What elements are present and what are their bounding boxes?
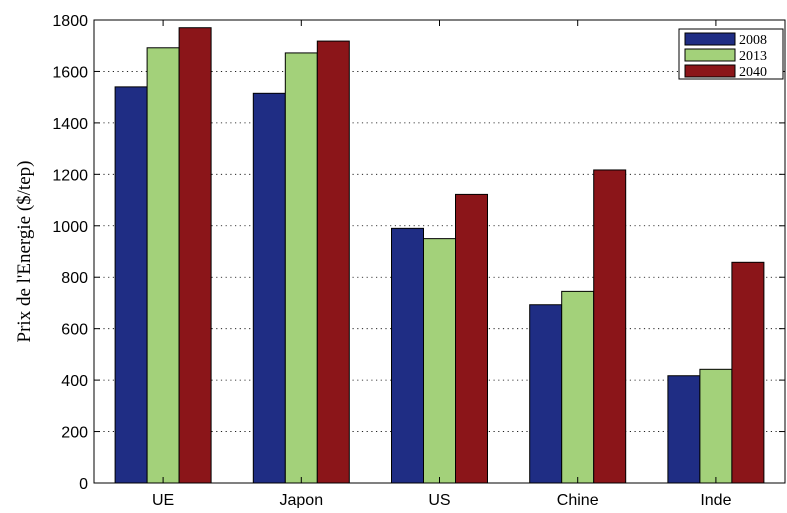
bar-ue-2040 (178, 27, 212, 484)
y-tick-label: 600 (61, 322, 88, 339)
x-tick-label: UE (152, 492, 174, 508)
legend-label-2008: 2008 (739, 33, 767, 48)
axis-ticks: 0 200 400 600 800 1000 1200 1400 1600 1800 UE Japon… (52, 13, 785, 509)
bar-us-2013 (423, 238, 456, 484)
y-tick-label: 200 (61, 425, 88, 442)
bar-chine-2040 (593, 169, 627, 484)
y-tick-label: 800 (61, 270, 88, 287)
bar-chine-2013 (561, 290, 595, 484)
x-tick-label: US (428, 492, 450, 508)
bar-ue-2013 (146, 47, 180, 484)
bar-japon-2008 (252, 92, 286, 484)
bar-us-2008 (391, 227, 424, 484)
legend-swatch-2040 (684, 64, 736, 78)
bar-ue-2008 (114, 86, 148, 484)
bar-japon-2040 (316, 40, 350, 484)
legend-label-2040: 2040 (739, 65, 767, 80)
x-tick-label: Japon (280, 492, 324, 508)
y-tick-label: 1600 (52, 64, 88, 81)
bars (114, 27, 765, 484)
bar-inde-2040 (731, 261, 765, 484)
legend-swatch-2008 (684, 32, 736, 46)
x-tick-label: Chine (557, 492, 599, 508)
legend-swatch-2013 (684, 48, 736, 62)
bar-inde-2008 (667, 375, 701, 484)
y-tick-label: 1800 (52, 13, 88, 30)
y-tick-label: 1200 (52, 167, 88, 184)
y-tick-label: 400 (61, 373, 88, 390)
bar-chine-2008 (529, 304, 563, 484)
y-tick-label: 1400 (52, 116, 88, 133)
x-tick-label: Inde (700, 492, 731, 508)
y-tick-label: 1000 (52, 219, 88, 236)
legend-label-2013: 2013 (739, 49, 767, 64)
bar-inde-2013 (699, 368, 733, 484)
bar-us-2040 (455, 193, 488, 484)
bar-japon-2013 (284, 52, 318, 484)
y-tick-label: 0 (79, 476, 88, 493)
y-axis-label: Prix de l'Energie ($/tep) (14, 161, 35, 343)
